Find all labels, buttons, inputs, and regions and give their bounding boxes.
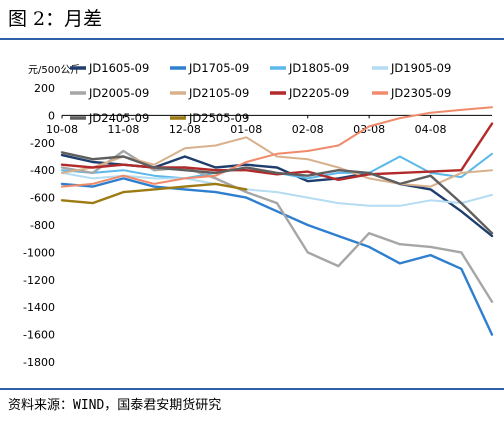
top-rule: [0, 38, 504, 40]
y-tick-label: 200: [34, 82, 55, 95]
y-tick-label: -1600: [23, 329, 55, 342]
series-line-jd2405-09: [60, 151, 494, 235]
legend-label: JD1705-09: [188, 61, 249, 75]
x-tick-label: 03-08: [353, 123, 385, 136]
series-line-jd1705-09: [60, 177, 494, 336]
series-line-jd2505-09: [60, 182, 248, 205]
series-line-jd2205-09: [60, 122, 494, 181]
y-tick-label: -200: [30, 137, 55, 150]
source-note: 资料来源：WIND，国泰君安期货研究: [8, 398, 222, 413]
series-line-jd2305-09: [61, 106, 493, 188]
legend-label: JD1805-09: [288, 61, 349, 75]
legend-label: JD1905-09: [390, 61, 451, 75]
y-tick-label: -600: [30, 192, 55, 205]
legend-label: JD2105-09: [188, 86, 249, 100]
x-tick-label: 10-08: [46, 123, 78, 136]
x-tick-label: 04-08: [415, 123, 447, 136]
x-tick-label: 12-08: [169, 123, 201, 136]
legend-label: JD2305-09: [390, 86, 451, 100]
x-tick-label: 01-08: [230, 123, 262, 136]
legend-label: JD2505-09: [188, 111, 249, 125]
legend-label: JD2005-09: [88, 86, 149, 100]
y-tick-label: -400: [30, 164, 55, 177]
y-tick-label: -1800: [23, 356, 55, 369]
bottom-rule: [0, 388, 504, 390]
y-tick-label: 0: [48, 109, 55, 122]
series-line-jd1905-09: [61, 171, 493, 207]
y-tick-label: -1200: [23, 274, 55, 287]
y-axis-label: 元/500公斤: [28, 64, 80, 76]
y-tick-label: -1400: [23, 301, 55, 314]
x-tick-label: 02-08: [292, 123, 324, 136]
y-tick-label: -800: [30, 219, 55, 232]
y-tick-label: -1000: [23, 246, 55, 259]
x-tick-label: 11-08: [107, 123, 139, 136]
legend-label: JD1605-09: [88, 61, 149, 75]
series-line-jd2005-09: [60, 149, 494, 303]
legend-label: JD2405-09: [88, 111, 149, 125]
figure-title: 图 2：月差: [8, 8, 103, 30]
series-line-jd1605-09: [60, 153, 494, 238]
legend-label: JD2205-09: [288, 86, 349, 100]
